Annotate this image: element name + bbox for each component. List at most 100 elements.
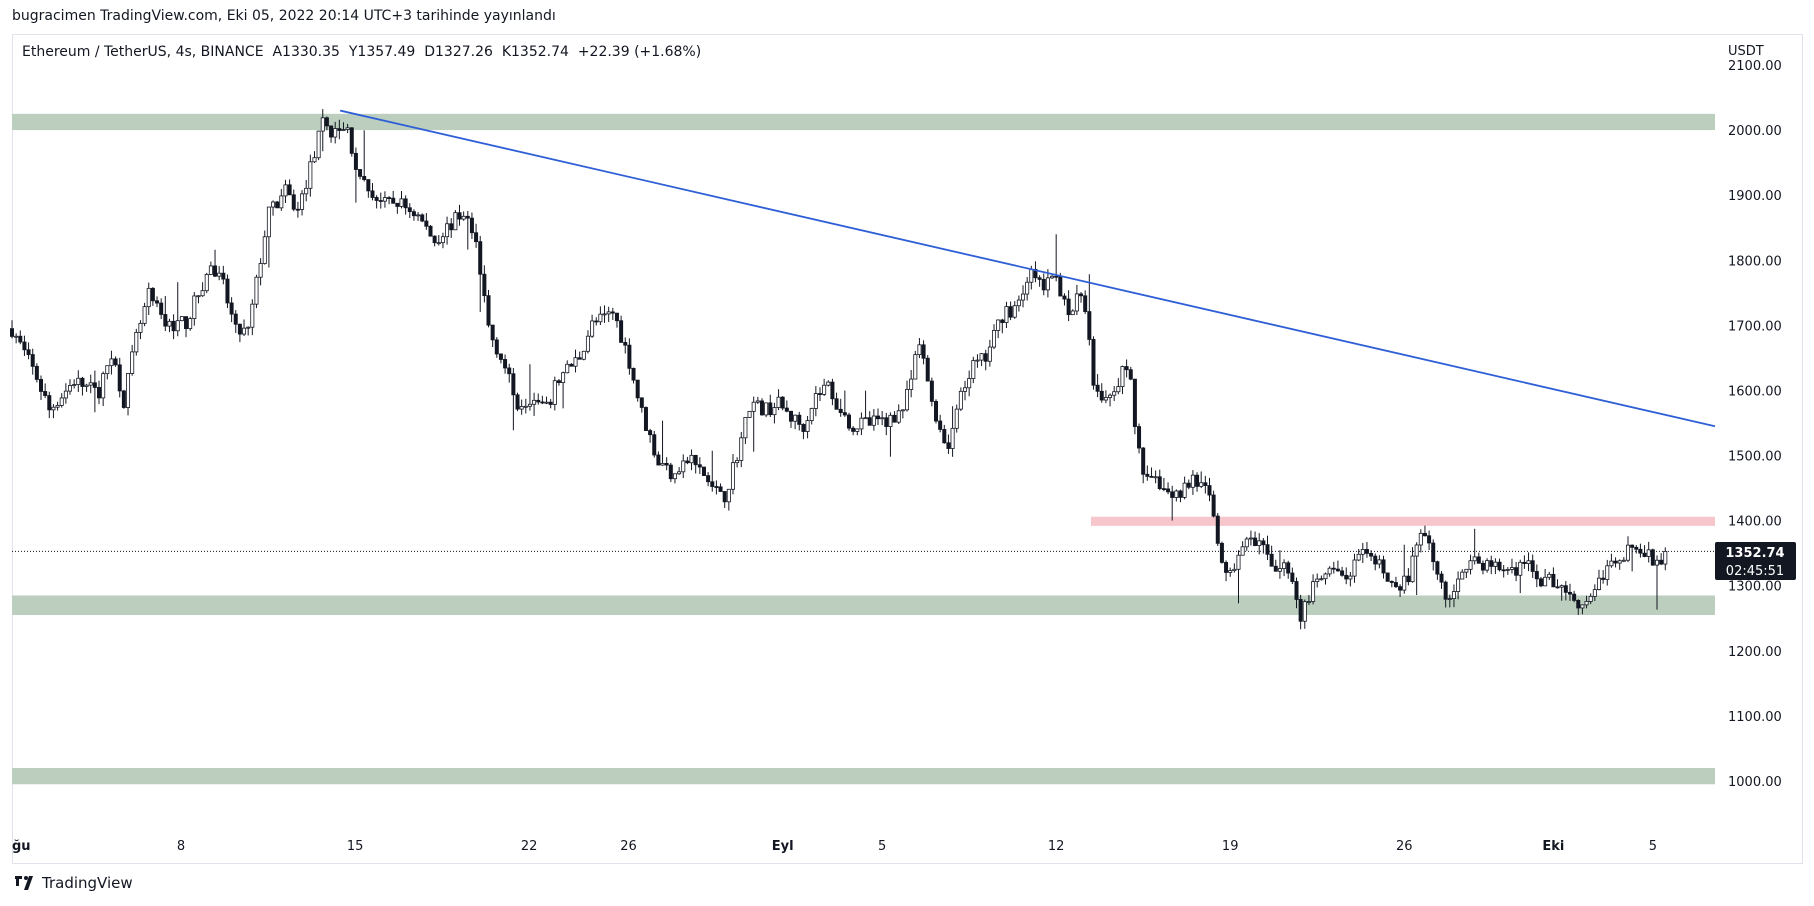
candle — [432, 235, 437, 247]
candle — [1315, 573, 1320, 588]
candle — [1497, 558, 1502, 572]
candle — [353, 147, 358, 203]
currency-label: USDT — [1728, 44, 1764, 59]
candle — [275, 200, 280, 209]
candle — [1195, 472, 1200, 492]
candle — [867, 411, 872, 426]
price-chart[interactable]: USDT 2100.00 2000.00 1900.00 1800.00 1700.00… — [0, 0, 1814, 870]
candle — [905, 380, 910, 412]
candle — [1103, 390, 1108, 404]
time-axis[interactable]: ğu 8 15 22 26 Eyl 5 12 19 26 Eki 5 — [12, 839, 1657, 854]
candle — [1041, 273, 1046, 296]
candle — [51, 404, 56, 419]
candle — [1124, 359, 1129, 378]
price-axis[interactable]: USDT 2100.00 2000.00 1900.00 1800.00 1700.00… — [1728, 44, 1782, 790]
candle — [747, 410, 752, 418]
candle — [1062, 293, 1067, 306]
candle — [573, 349, 578, 373]
candle — [329, 125, 334, 143]
candle — [345, 123, 350, 134]
candle — [859, 412, 864, 436]
candle — [1132, 378, 1137, 435]
candle — [581, 350, 586, 361]
candle — [59, 393, 64, 408]
candle — [602, 305, 607, 323]
candle — [876, 408, 881, 425]
candle — [656, 451, 661, 466]
candle — [909, 370, 914, 398]
candle — [1364, 541, 1369, 558]
candle — [1112, 386, 1117, 401]
resistance-zone-3[interactable] — [1090, 516, 1715, 526]
candle — [320, 109, 325, 152]
candle — [1456, 571, 1461, 600]
candle — [1646, 541, 1651, 563]
support-zone-2[interactable] — [12, 767, 1715, 785]
legend-symbol[interactable]: Ethereum / TetherUS, 4s, BINANCE — [22, 44, 264, 60]
candle — [1501, 564, 1506, 578]
candle — [1079, 292, 1084, 303]
candle — [1141, 446, 1146, 484]
candle — [1406, 568, 1411, 586]
candle — [1248, 530, 1253, 546]
candle — [730, 454, 735, 495]
candle — [917, 338, 922, 359]
candle — [1567, 583, 1572, 601]
candle — [643, 406, 648, 431]
candle — [946, 434, 951, 454]
candle — [1385, 572, 1390, 582]
candle — [503, 354, 508, 374]
candle — [929, 377, 934, 407]
candle — [830, 378, 835, 406]
candle — [76, 370, 81, 393]
candle — [548, 399, 553, 409]
candle — [1232, 563, 1237, 573]
legend-close-label: K — [501, 44, 511, 60]
candle — [1588, 593, 1593, 605]
candle — [925, 355, 930, 382]
candle — [1547, 571, 1552, 581]
legend-low: 1327.26 — [435, 44, 493, 60]
candle — [677, 467, 682, 475]
candle — [1240, 541, 1245, 556]
candle — [577, 351, 582, 360]
candle — [1480, 560, 1485, 575]
support-zone-1[interactable] — [12, 595, 1715, 616]
candle — [1116, 378, 1121, 395]
candle — [1344, 567, 1349, 585]
candle — [271, 200, 276, 216]
candle — [1219, 541, 1224, 564]
candle — [225, 274, 230, 309]
candle — [155, 296, 160, 308]
candle — [1302, 599, 1307, 629]
candle — [221, 265, 226, 285]
candle — [308, 154, 313, 197]
candle — [1269, 545, 1274, 567]
candle — [1605, 559, 1610, 586]
candle — [846, 412, 851, 431]
candle — [138, 320, 143, 340]
candle — [1306, 595, 1311, 606]
candle — [300, 190, 305, 216]
candle — [544, 396, 549, 405]
candle — [1526, 552, 1531, 572]
candle — [362, 130, 367, 182]
candle — [217, 266, 222, 281]
candle — [519, 399, 524, 415]
footer-branding[interactable]: TradingView — [12, 874, 133, 892]
candle — [179, 316, 184, 322]
candle — [610, 307, 615, 320]
candle — [407, 203, 412, 219]
candle — [1514, 561, 1519, 582]
candle — [449, 218, 454, 238]
candle — [1352, 553, 1357, 583]
trendline[interactable] — [339, 109, 1716, 428]
candle — [1642, 545, 1647, 558]
candle — [900, 409, 905, 419]
candle — [399, 190, 404, 209]
candle — [813, 386, 818, 417]
candle — [486, 289, 491, 328]
price-tick-label: 1400.00 — [1728, 515, 1782, 530]
candle — [1381, 555, 1386, 579]
support-zone-0[interactable] — [12, 113, 1715, 131]
